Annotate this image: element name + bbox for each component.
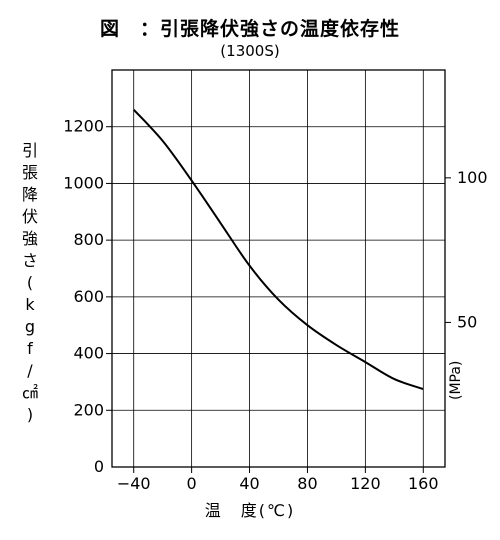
y-tick-label: 1000	[63, 173, 104, 192]
y-axis-label-char: k	[25, 295, 35, 314]
y-axis-label-char: )	[26, 405, 34, 424]
y-axis-label-char: さ	[21, 251, 38, 270]
y-axis-label-char: 強	[21, 229, 38, 248]
y-axis-label-char: (	[26, 273, 34, 292]
x-tick-label: 160	[408, 474, 439, 493]
y-axis-label-char: 引	[21, 141, 38, 160]
chart-title: 図 ：引張降伏強さの温度依存性	[99, 18, 400, 40]
y-axis-label: 引張降伏強さ ( k g f / ㎠)	[12, 140, 48, 426]
chart-subtitle: (1300S)	[220, 42, 280, 60]
plot-frame	[111, 69, 446, 468]
y-tick-label: 800	[73, 230, 104, 249]
y-tick-label: 1200	[63, 117, 104, 136]
right-tick-label: 50	[457, 312, 477, 331]
y-axis-label-char: ㎠	[21, 383, 38, 402]
series-line	[132, 109, 424, 390]
y-axis-label-char: /	[27, 361, 33, 380]
y-tick-label: 600	[73, 287, 104, 306]
x-tick-label: 0	[187, 474, 197, 493]
y-tick-label: 0	[94, 457, 104, 476]
y-axis-label-char: g	[24, 317, 36, 336]
x-axis-label: 温 度(℃)	[204, 501, 296, 520]
right-tick-label: 100	[457, 168, 488, 187]
y-axis-label-char: f	[27, 339, 33, 358]
y-tick-label: 400	[73, 344, 104, 363]
x-tick-label: 80	[297, 474, 317, 493]
y-axis-label-char: 降	[21, 185, 38, 204]
y-axis-label-char: 伏	[21, 207, 38, 226]
y-axis-label-char: 張	[21, 163, 38, 182]
y-tick-label: 200	[73, 400, 104, 419]
x-tick-label: −40	[117, 474, 151, 493]
x-tick-label: 40	[239, 474, 259, 493]
x-tick-label: 120	[350, 474, 381, 493]
